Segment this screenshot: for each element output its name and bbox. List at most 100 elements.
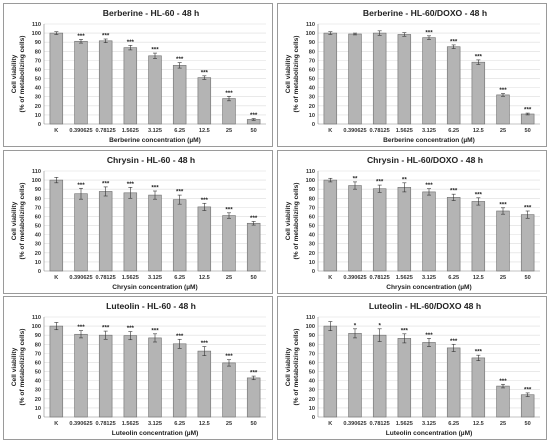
significance-label: *** <box>250 112 258 119</box>
y-axis-title: (% of metabolizing cells) <box>19 329 26 406</box>
bar <box>348 333 362 418</box>
y-tick-label: 60 <box>35 360 41 366</box>
x-tick-label: 25 <box>226 421 232 427</box>
y-tick-label: 0 <box>38 415 41 421</box>
y-axis-title: (% of metabolizing cells) <box>293 36 300 113</box>
chart-title: Chrysin - HL-60 - 48 h <box>107 155 195 165</box>
significance-label: * <box>378 322 381 329</box>
significance-label: *** <box>127 325 135 332</box>
bar <box>323 179 338 272</box>
bar <box>197 77 212 125</box>
significance-label: *** <box>475 349 483 356</box>
x-tick-label: 50 <box>525 421 531 427</box>
y-tick-label: 30 <box>35 388 41 394</box>
bar <box>446 46 461 125</box>
x-tick-label: 0.390625 <box>69 421 92 427</box>
x-tick-label: 3.125 <box>148 421 162 427</box>
y-tick-label: 20 <box>309 104 315 110</box>
significance-label: *** <box>225 90 233 97</box>
y-tick-label: 90 <box>309 333 315 339</box>
x-tick-label: 50 <box>251 128 257 134</box>
x-tick-label: 1.5625 <box>396 421 413 427</box>
chart-panel-berberine-hl60: Berberine - HL-60 - 48 h 0 10 20 30 40 50 60 70 8… <box>3 3 273 147</box>
y-tick-label: 110 <box>32 315 41 321</box>
y-tick-label: 70 <box>309 351 315 357</box>
significance-label: *** <box>524 386 532 393</box>
significance-label: *** <box>225 206 233 213</box>
bar <box>49 179 64 272</box>
y-tick-label: 90 <box>309 187 315 193</box>
x-tick-label: 12.5 <box>199 275 210 281</box>
x-tick-label: 1.5625 <box>396 275 413 281</box>
bar <box>446 347 461 418</box>
significance-label: *** <box>151 47 159 54</box>
significance-label: *** <box>499 201 507 208</box>
y-tick-label: 60 <box>35 67 41 73</box>
y-tick-label: 30 <box>309 95 315 101</box>
x-tick-label: 1.5625 <box>396 128 413 134</box>
y-tick-label: 10 <box>35 260 41 266</box>
x-tick-label: 25 <box>500 128 506 134</box>
bar-chart-svg: Berberine - HL-60/DOXO - 48 h 0 10 20 30 40 50… <box>285 8 540 144</box>
y-tick-label: 10 <box>309 406 315 412</box>
significance-label: *** <box>475 53 483 60</box>
y-tick-label: 100 <box>306 31 315 37</box>
significance-label: *** <box>499 87 507 94</box>
x-tick-label: 6.25 <box>448 275 459 281</box>
significance-label: *** <box>401 327 409 334</box>
significance-label: *** <box>201 340 209 347</box>
significance-label: ** <box>402 176 407 183</box>
y-tick-label: 80 <box>309 49 315 55</box>
bar <box>197 350 212 418</box>
y-tick-label: 110 <box>306 22 315 28</box>
x-tick-label: 6.25 <box>174 128 185 134</box>
y-tick-label: 10 <box>309 113 315 119</box>
y-tick-label: 50 <box>309 224 315 230</box>
y-tick-label: 110 <box>32 22 41 28</box>
y-tick-label: 50 <box>35 370 41 376</box>
x-tick-label: 3.125 <box>422 421 436 427</box>
x-tick-label: K <box>54 275 58 281</box>
x-tick-label: 3.125 <box>422 128 436 134</box>
y-tick-label: 60 <box>309 360 315 366</box>
x-axis-title: Chrysin concentration (µM) <box>112 284 198 291</box>
bar <box>172 199 187 272</box>
y-tick-label: 70 <box>35 351 41 357</box>
significance-label: *** <box>376 179 384 186</box>
bar <box>222 215 236 272</box>
bar <box>496 210 510 272</box>
bar <box>397 34 412 125</box>
x-tick-label: K <box>328 128 332 134</box>
bar <box>246 377 261 418</box>
y-tick-label: 20 <box>35 397 41 403</box>
bar <box>422 37 436 125</box>
significance-label: *** <box>151 185 159 192</box>
chart-title: Berberine - HL-60 - 48 h <box>103 8 199 18</box>
y-tick-label: 50 <box>35 224 41 230</box>
y-tick-label: 0 <box>38 122 41 128</box>
bar <box>197 206 212 272</box>
significance-label: *** <box>127 181 135 188</box>
y-tick-label: 110 <box>32 169 41 175</box>
x-axis-title: Luteolin concentration (µM) <box>112 430 199 437</box>
x-tick-label: 1.5625 <box>122 128 139 134</box>
y-tick-label: 80 <box>309 342 315 348</box>
y-tick-label: 70 <box>309 205 315 211</box>
significance-label: *** <box>176 189 184 196</box>
y-tick-label: 100 <box>32 178 41 184</box>
bar <box>520 113 535 125</box>
y-tick-label: 0 <box>312 122 315 128</box>
x-tick-label: 0.390625 <box>343 128 366 134</box>
y-tick-label: 100 <box>32 324 41 330</box>
bar-chart-svg: Chrysin - HL-60 - 48 h 0 10 20 30 40 50 60 70 80 9… <box>11 155 266 291</box>
y-tick-label: 70 <box>35 205 41 211</box>
x-tick-label: 0.78125 <box>96 128 116 134</box>
bar <box>323 325 338 418</box>
bar <box>49 32 64 125</box>
y-tick-label: 80 <box>35 342 41 348</box>
x-tick-label: 6.25 <box>174 275 185 281</box>
chart-title: Luteolin - HL-60 - 48 h <box>106 301 196 311</box>
y-tick-label: 100 <box>306 178 315 184</box>
y-tick-label: 100 <box>306 324 315 330</box>
x-tick-label: 1.5625 <box>122 275 139 281</box>
